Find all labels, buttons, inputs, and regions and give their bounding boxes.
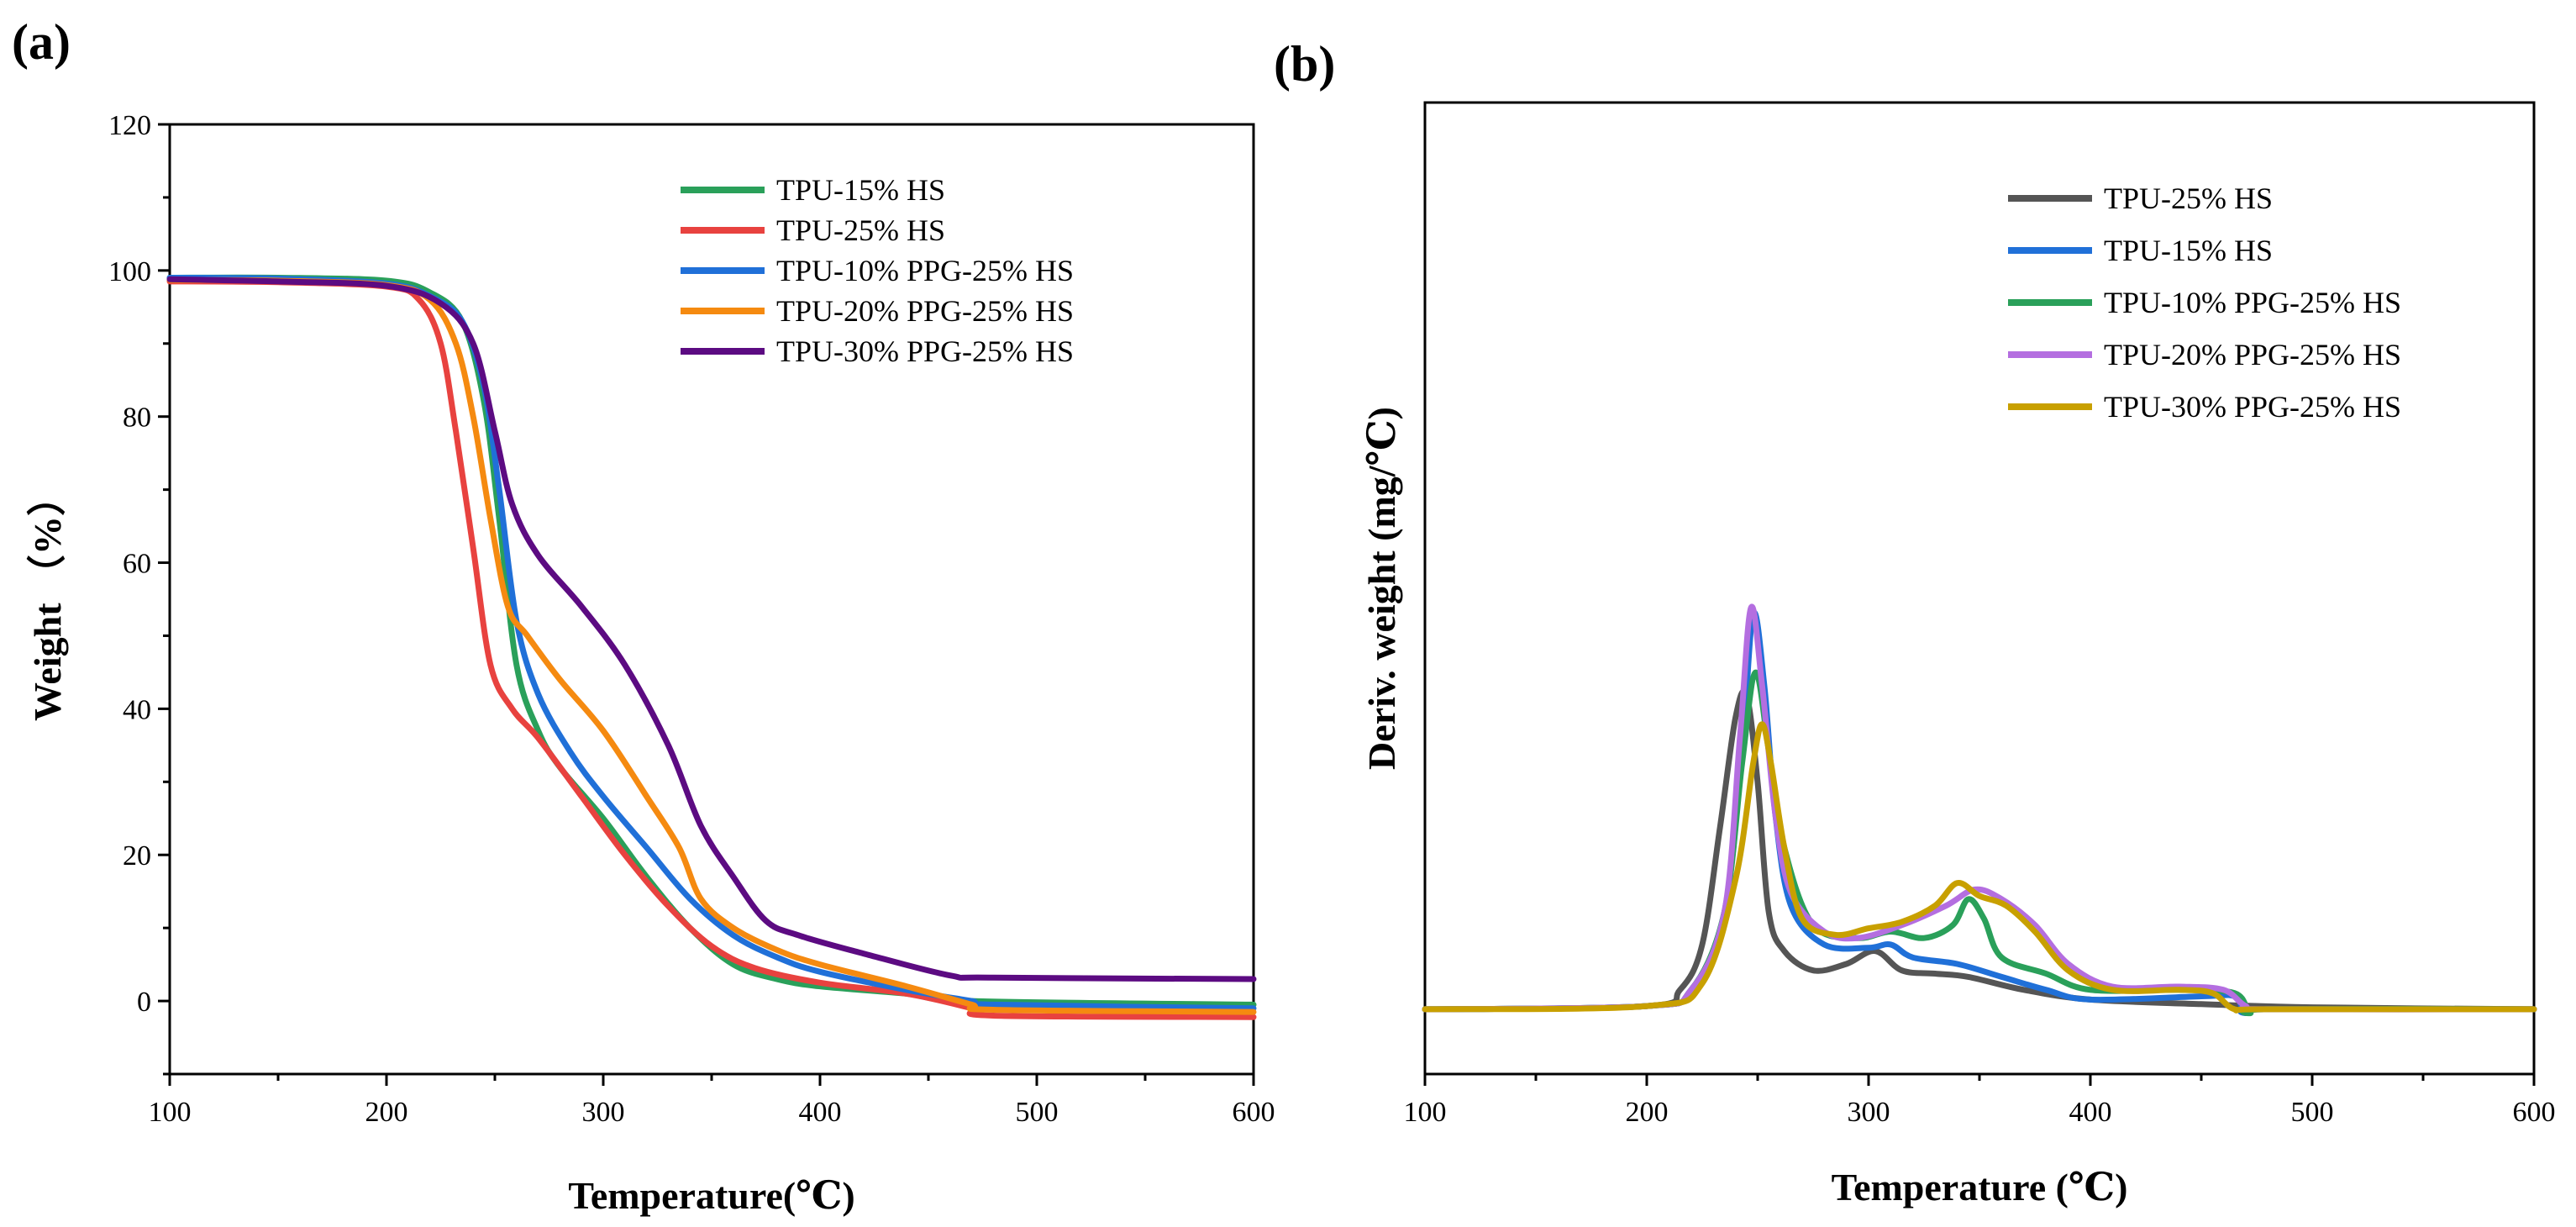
a-y-tick-label: 20 [123,840,151,872]
a-y-tick-label: 0 [137,987,151,1018]
b-legend-label-1: TPU-25% HS [2104,182,2273,215]
panel-a-ticks: 100 200 300 400 500 600 0 20 40 60 80 100 120 [108,110,1275,1128]
a-legend-label-4: TPU-20% PPG-25% HS [776,294,1074,328]
a-legend-label-5: TPU-30% PPG-25% HS [776,334,1074,368]
a-x-tick-label: 100 [149,1097,192,1128]
panel-b-plot-frame [1423,101,2536,1076]
b-x-tick-label: 300 [1848,1097,1890,1128]
a-series-line-3 [166,275,1257,1012]
a-series-line-4 [166,276,1257,1015]
a-x-tick-label: 500 [1016,1097,1059,1128]
a-series-line-1 [166,274,1257,1008]
b-x-tick-label: 500 [2291,1097,2334,1128]
panel-a-label: (a) [12,14,71,70]
b-series-line-1 [1422,687,2537,1013]
b-x-tick-label: 600 [2513,1097,2556,1128]
b-x-tick-label: 400 [2069,1097,2112,1128]
b-legend-label-3: TPU-10% PPG-25% HS [2104,286,2401,319]
a-y-tick-label: 120 [108,110,151,141]
panel-a-legend: TPU-15% HS TPU-25% HS TPU-10% PPG-25% HS TP… [681,173,1074,368]
a-series-line-2 [166,278,1257,1020]
a-y-tick-label: 40 [123,694,151,725]
b-legend-label-2: TPU-15% HS [2104,234,2273,267]
a-y-tick-label: 80 [123,403,151,434]
a-x-tick-label: 200 [365,1097,408,1128]
b-series-line-2 [1422,609,2537,1016]
a-legend-label-3: TPU-10% PPG-25% HS [776,254,1074,287]
panel-a-tga: (a) 100 200 300 400 500 600 0 20 40 60 80 100 120 TP… [12,14,1275,1217]
panel-a-x-axis-title: Temperature(℃) [568,1174,854,1217]
a-x-tick-label: 300 [582,1097,625,1128]
b-x-tick-label: 100 [1404,1097,1447,1128]
panel-a-plot-frame [168,123,1255,1076]
b-legend-label-4: TPU-20% PPG-25% HS [2104,338,2401,371]
a-x-tick-label: 600 [1233,1097,1275,1128]
a-legend-label-1: TPU-15% HS [776,173,945,207]
a-y-tick-label: 60 [123,549,151,580]
a-y-tick-label: 100 [108,256,151,287]
panel-b-dtg: (b) 100 200 300 400 500 600 TPU-25% HS TPU-15%… [1274,36,2556,1209]
b-x-tick-label: 200 [1626,1097,1669,1128]
panel-b-legend: TPU-25% HS TPU-15% HS TPU-10% PPG-25% HS TP… [2008,182,2401,424]
panel-a-series [166,274,1257,1020]
panel-b-label: (b) [1274,36,1335,92]
b-series-line-5 [1422,721,2537,1014]
panel-b-x-axis-title: Temperature (℃) [1832,1166,2128,1209]
b-series-line-4 [1422,603,2537,1013]
panel-b-y-axis-title: Deriv. weight (mg/℃) [1360,407,1403,770]
b-legend-label-5: TPU-30% PPG-25% HS [2104,390,2401,424]
a-x-tick-label: 400 [799,1097,842,1128]
a-series-line-5 [166,276,1257,982]
panel-b-series [1422,603,2537,1017]
a-legend-label-2: TPU-25% HS [776,213,945,247]
b-series-line-3 [1422,669,2537,1017]
panel-a-y-axis-title: Weight （%） [26,477,69,721]
panel-b-ticks: 100 200 300 400 500 600 [1404,1074,2556,1128]
